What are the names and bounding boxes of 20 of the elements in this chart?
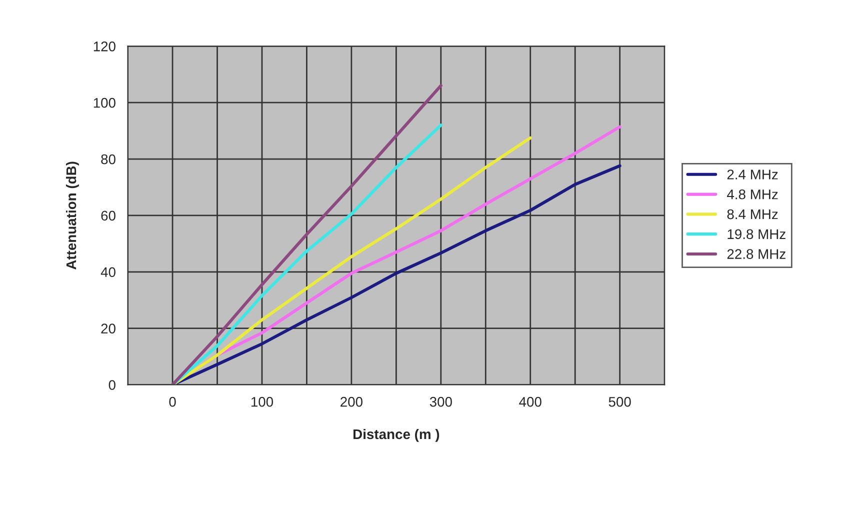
y-tick-label: 80 bbox=[101, 154, 116, 164]
y-tick-label: 120 bbox=[94, 42, 116, 52]
y-tick-label: 40 bbox=[100, 267, 116, 278]
legend-label: 4.8 MHz bbox=[727, 189, 778, 200]
y-tick-label: 60 bbox=[101, 210, 116, 221]
x-tick-label: 100 bbox=[251, 396, 274, 407]
x-axis-title: Distance (m ) bbox=[354, 428, 440, 442]
x-tick-label: 200 bbox=[340, 396, 362, 407]
y-tick-label: 20 bbox=[101, 324, 116, 334]
legend-label: 22.8 MHz bbox=[727, 249, 786, 259]
legend-label: 2.4 MHz bbox=[727, 170, 778, 180]
y-tick-label: 100 bbox=[94, 98, 116, 108]
x-tick-label: 300 bbox=[430, 396, 452, 407]
x-tick-label: 0 bbox=[169, 396, 176, 407]
y-tick-label: 0 bbox=[108, 380, 116, 390]
y-axis-title: Attenuation (dB) bbox=[66, 162, 79, 270]
x-tick-label: 400 bbox=[519, 396, 542, 407]
x-tick-label: 500 bbox=[608, 396, 631, 407]
legend-label: 19.8 MHz bbox=[728, 229, 786, 240]
legend-label: 8.4 MHz bbox=[727, 209, 778, 220]
